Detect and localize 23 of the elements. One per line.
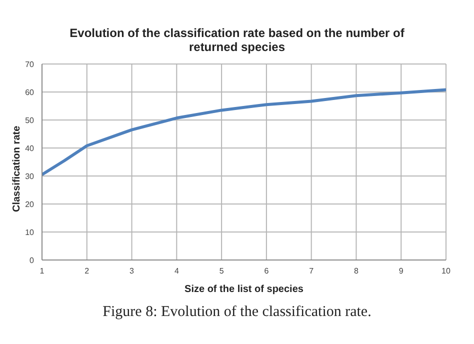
y-axis-title: Classification rate [12, 125, 23, 212]
line-series [42, 88, 446, 176]
x-tick-label: 6 [264, 266, 270, 276]
x-tick-label: 9 [398, 266, 404, 276]
x-tick-label: 7 [309, 266, 314, 276]
chart-title: Evolution of the classification rate based on the number of returned species [68, 26, 406, 54]
x-tick-label: 1 [40, 266, 45, 276]
y-tick-label: 20 [25, 200, 35, 209]
y-tick-label: 10 [25, 228, 35, 237]
y-tick-label: 50 [25, 116, 35, 125]
x-tick-label: 5 [219, 266, 224, 276]
y-tick-label: 70 [25, 60, 35, 69]
y-tick-label: 30 [25, 172, 35, 181]
y-tick-label: 40 [25, 144, 35, 153]
x-tick-label: 10 [442, 266, 451, 276]
y-tick-label: 0 [30, 256, 35, 265]
caption: Figure 8: Evolution of the classification rate. [102, 304, 372, 321]
x-tick-label: 3 [130, 266, 135, 276]
x-tick-label: 2 [84, 266, 90, 276]
x-axis-title: Size of the list of species [184, 284, 304, 295]
y-tick-label: 60 [25, 88, 35, 97]
x-tick-label: 4 [174, 266, 180, 276]
x-tick-label: 8 [354, 266, 359, 276]
